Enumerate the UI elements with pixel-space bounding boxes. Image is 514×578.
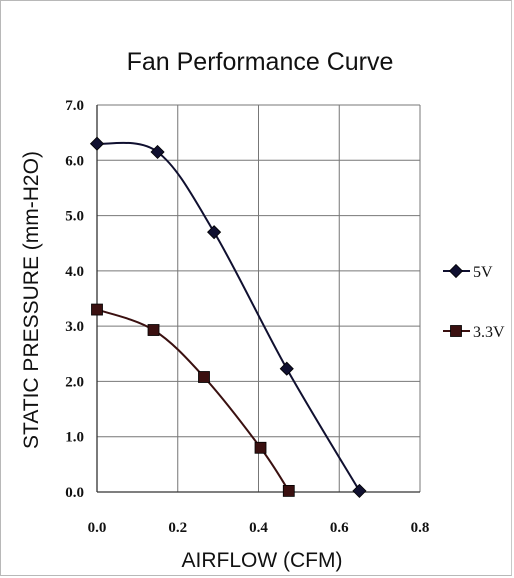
grid bbox=[96, 104, 421, 493]
x-tick-label: 0.6 bbox=[330, 520, 349, 536]
data-point bbox=[91, 303, 103, 316]
series-line bbox=[96, 141, 361, 492]
x-tick-label: 0.0 bbox=[88, 520, 107, 536]
legend-label: 5V bbox=[473, 264, 493, 281]
y-tick-label: 1.0 bbox=[65, 430, 84, 446]
series-layer bbox=[89, 136, 367, 498]
legend-marker bbox=[450, 325, 462, 337]
data-point bbox=[147, 324, 160, 336]
y-tick-label: 7.0 bbox=[65, 98, 84, 114]
y-tick-label: 6.0 bbox=[65, 153, 84, 169]
x-axis-title: AIRFLOW (CFM) bbox=[182, 549, 343, 572]
y-tick-label: 0.0 bbox=[65, 485, 84, 501]
y-tick-labels: 0.0 1.0 2.0 3.0 4.0 5.0 6.0 7.0 bbox=[65, 98, 84, 501]
legend-item: 3.3V bbox=[443, 324, 505, 341]
data-point bbox=[254, 441, 267, 454]
data-point bbox=[279, 361, 294, 376]
x-tick-label: 0.8 bbox=[411, 520, 430, 536]
data-point bbox=[352, 483, 367, 498]
series-line bbox=[96, 308, 290, 492]
data-point bbox=[150, 144, 165, 160]
y-tick-label: 4.0 bbox=[65, 264, 84, 280]
data-point bbox=[207, 225, 222, 240]
legend-item: 5V bbox=[443, 263, 493, 281]
legend-marker bbox=[448, 263, 464, 279]
data-point bbox=[282, 484, 295, 497]
y-tick-label: 3.0 bbox=[65, 319, 84, 335]
x-tick-label: 0.4 bbox=[249, 520, 268, 536]
data-point bbox=[89, 136, 105, 151]
y-axis-title: STATIC PRESSURE (mm-H2O) bbox=[20, 151, 43, 449]
x-tick-label: 0.2 bbox=[168, 520, 187, 536]
data-point bbox=[198, 371, 210, 383]
legend-label: 3.3V bbox=[473, 324, 505, 341]
y-tick-label: 2.0 bbox=[65, 374, 84, 390]
y-tick-label: 5.0 bbox=[65, 209, 84, 225]
series-3.3V bbox=[91, 303, 295, 497]
x-tick-labels: 0.0 0.2 0.4 0.6 0.8 bbox=[88, 520, 430, 536]
series-5V bbox=[89, 136, 367, 498]
chart-title: Fan Performance Curve bbox=[127, 48, 394, 76]
legend: 5V 3.3V bbox=[443, 263, 505, 341]
